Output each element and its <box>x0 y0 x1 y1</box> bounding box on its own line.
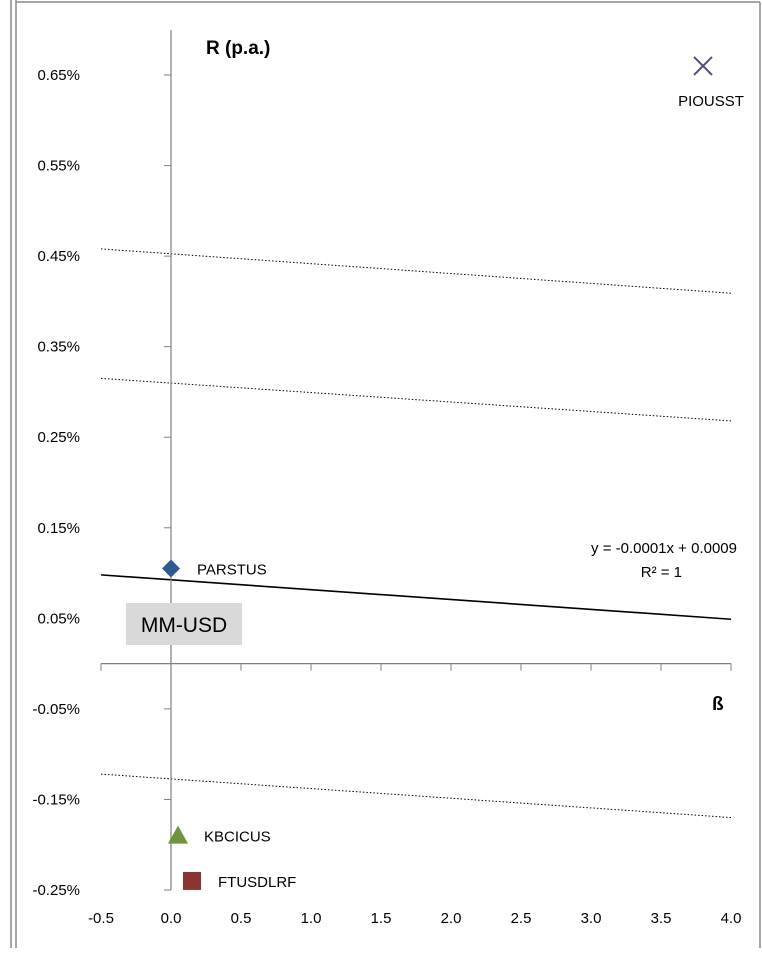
x-tick-label: 0.0 <box>161 910 182 927</box>
y-tick-label: 0.55% <box>37 158 80 175</box>
point-piousst <box>693 56 713 76</box>
trendline <box>100 574 732 621</box>
x-tick-label: 0.5 <box>231 910 252 927</box>
y-tick-label: 0.15% <box>37 520 80 537</box>
dotted-line-3 <box>100 773 732 819</box>
y-tick-label: -0.05% <box>32 701 80 718</box>
y-tick-label: 0.25% <box>37 429 80 446</box>
point-label-parstus: PARSTUS <box>197 562 267 579</box>
dotted-line-1 <box>100 248 732 294</box>
y-axis-title: R (p.a.) <box>206 38 270 59</box>
x-tick-label: 2.5 <box>511 910 532 927</box>
point-parstus <box>162 559 180 578</box>
trendline-equation: y = -0.0001x + 0.0009 <box>591 540 737 557</box>
x-tick-label: 3.5 <box>651 910 672 927</box>
point-label-kbcicus: KBCICUS <box>204 829 271 846</box>
x-tick-label: -0.5 <box>88 910 114 927</box>
x-marker-stroke <box>693 56 713 76</box>
mm-usd-label-box <box>126 603 242 645</box>
point-ftusdlrf <box>183 871 201 890</box>
x-tick-label: 1.5 <box>371 910 392 927</box>
y-tick-label: -0.25% <box>32 882 80 899</box>
point-label-piousst: PIOUSST <box>678 93 744 110</box>
y-tick-label: 0.45% <box>37 248 80 265</box>
x-tick-label: 3.0 <box>581 910 602 927</box>
point-kbcicus <box>168 825 188 844</box>
x-axis-title: ß <box>712 694 724 715</box>
x-tick-label: 2.0 <box>441 910 462 927</box>
point-label-ftusdlrf: FTUSDLRF <box>218 874 296 891</box>
data-points: PIOUSST PARSTUS KBCICUS FTUSDLRF <box>162 56 744 891</box>
axes: -0.5 0.0 0.5 1.0 1.5 2.0 2.5 3.0 3.5 4.0 -0.25% -0.… <box>32 30 741 927</box>
reference-lines <box>100 248 732 819</box>
mm-usd-label: MM-USD <box>141 614 227 637</box>
dotted-line-2 <box>100 377 732 422</box>
trendline-r-squared: R² = 1 <box>641 564 682 581</box>
x-tick-label: 1.0 <box>301 910 322 927</box>
y-tick-label: -0.15% <box>32 791 80 808</box>
y-tick-label: 0.65% <box>37 67 80 84</box>
x-tick-label: 4.0 <box>721 910 742 927</box>
y-tick-label: 0.05% <box>37 610 80 627</box>
y-tick-label: 0.35% <box>37 339 80 356</box>
